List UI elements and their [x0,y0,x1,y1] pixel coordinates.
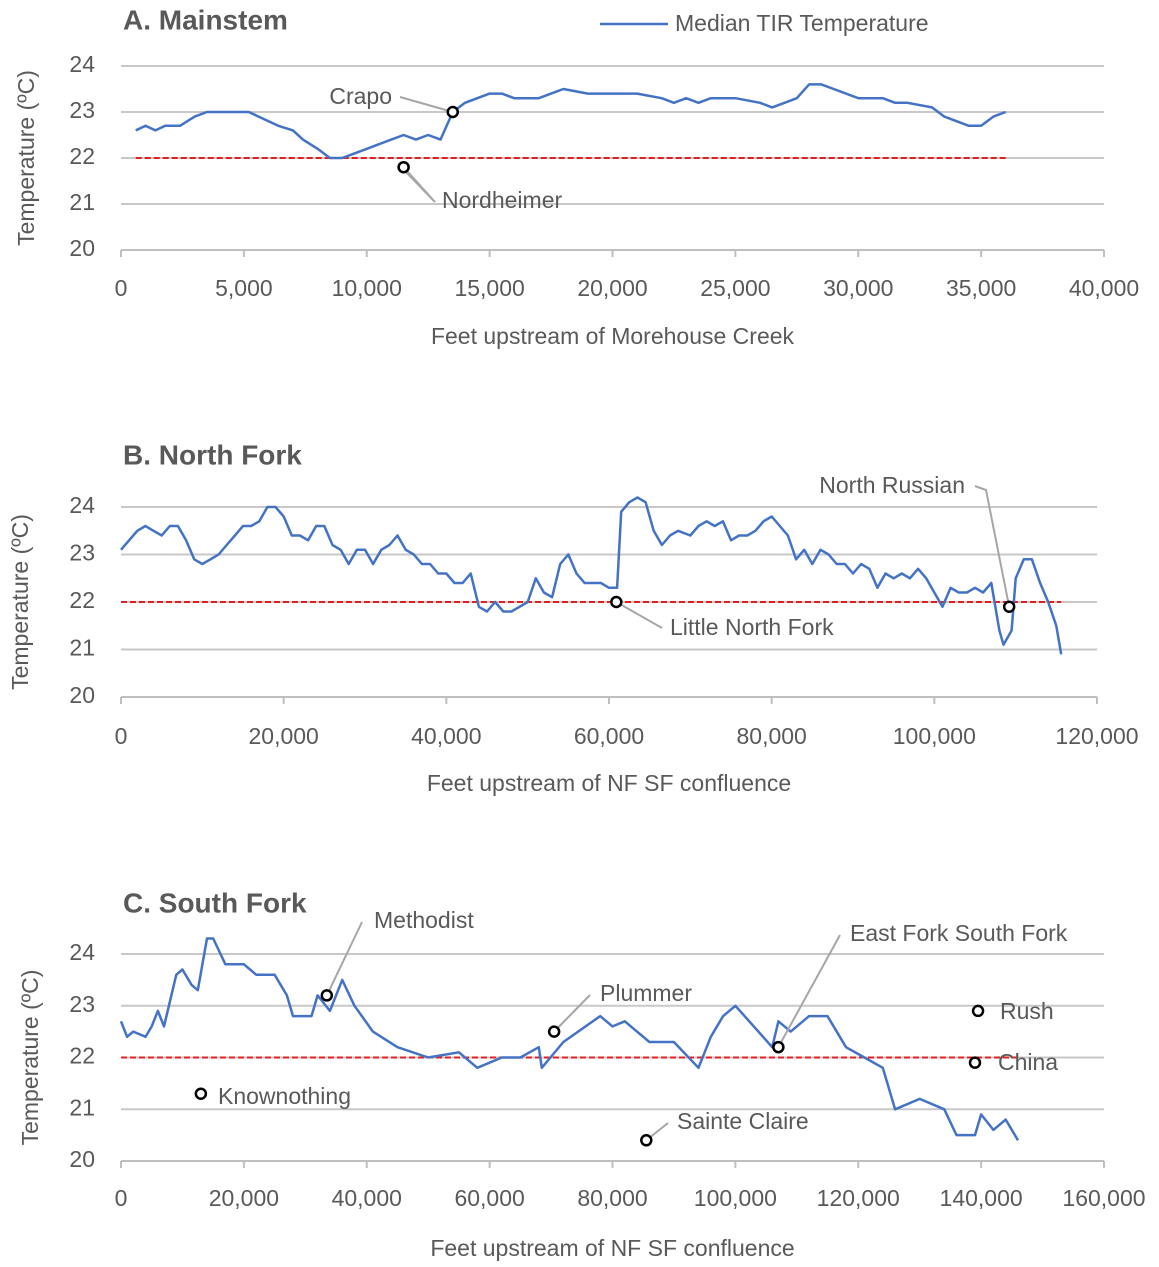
x-tick-label: 0 [115,723,128,749]
x-tick-label: 80,000 [736,723,806,749]
site-point [547,1025,561,1038]
x-tick-label: 160,000 [1062,1185,1145,1211]
site-label: Little North Fork [670,614,834,640]
x-axis-label: Feet upstream of Morehouse Creek [431,323,795,349]
x-tick-label: 0 [115,275,128,301]
site-point [194,1087,208,1100]
y-tick-label: 20 [69,235,95,261]
site-point [610,595,623,609]
leader-line [974,485,1011,607]
leader-line [399,96,454,113]
x-tick-label: 100,000 [694,1185,777,1211]
leader-line [402,166,436,203]
site-label: Crapo [329,83,392,109]
y-tick-label: 23 [69,991,95,1017]
x-tick-label: 35,000 [946,275,1016,301]
site-label: Methodist [374,907,474,933]
site-point [772,1040,785,1054]
x-tick-label: 40,000 [411,723,481,749]
x-tick-label: 25,000 [700,275,770,301]
y-tick-label: 21 [69,189,95,215]
x-tick-label: 20,000 [209,1185,279,1211]
temperature-line [119,937,1020,1141]
x-tick-label: 100,000 [893,723,976,749]
y-axis-label: Temperature (ºC) [13,70,39,246]
temperature-line [135,83,1007,160]
site-label: Knownothing [218,1083,351,1109]
leader-line [615,601,663,629]
y-tick-label: 22 [69,1043,95,1069]
site-point [446,105,460,119]
y-tick-label: 23 [69,97,95,123]
temperature-line [120,496,1063,655]
site-point [968,1056,982,1069]
site-label: Sainte Claire [677,1108,809,1134]
site-label: Rush [1000,998,1054,1024]
site-point [1002,600,1016,613]
site-point [640,1134,653,1147]
x-tick-label: 140,000 [940,1185,1023,1211]
x-tick-label: 20,000 [248,723,318,749]
x-tick-label: 80,000 [577,1185,647,1211]
site-label: China [998,1049,1058,1075]
x-tick-label: 60,000 [574,723,644,749]
chart: A. Mainstem 20 21 22 23 24 0 5,000 10,000 15,000 2… [13,4,1139,349]
y-tick-label: 22 [69,587,95,613]
site-label: East Fork South Fork [850,920,1068,946]
y-tick-label: 20 [69,1146,95,1172]
y-tick-label: 21 [69,635,95,661]
x-tick-label: 40,000 [332,1185,402,1211]
y-tick-label: 24 [69,492,95,518]
x-tick-label: 40,000 [1069,275,1139,301]
chart: B. North Fork 20 21 22 23 24 0 20,000 40,000 60,0… [7,439,1138,796]
site-label: Plummer [600,980,692,1006]
legend-label: Median TIR Temperature [675,10,929,36]
x-tick-label: 5,000 [215,275,273,301]
y-tick-label: 20 [69,682,95,708]
x-tick-label: 10,000 [332,275,402,301]
x-axis-label: Feet upstream of NF SF confluence [430,1235,794,1261]
y-axis-label: Temperature (ºC) [7,514,33,690]
y-tick-label: 22 [69,143,95,169]
chart-title: A. Mainstem [123,4,288,35]
site-point [397,160,410,174]
x-tick-label: 60,000 [454,1185,524,1211]
site-label: Nordheimer [442,187,562,213]
y-tick-label: 23 [69,540,95,566]
chart-title: B. North Fork [123,439,302,470]
x-tick-label: 20,000 [577,275,647,301]
y-tick-label: 24 [69,939,95,965]
site-point [971,1004,985,1018]
site-label: North Russian [819,472,965,498]
leader-line [777,934,841,1048]
leader-line [553,994,591,1033]
x-tick-label: 120,000 [1055,723,1138,749]
chart-title: C. South Fork [123,887,307,918]
y-axis-label: Temperature (ºC) [17,970,43,1146]
x-tick-label: 30,000 [823,275,893,301]
y-tick-label: 21 [69,1094,95,1120]
x-tick-label: 0 [115,1185,128,1211]
x-axis-label: Feet upstream of NF SF confluence [427,770,791,796]
chart: C. South Fork 20 21 22 23 24 0 20,000 40,000 60,0… [17,887,1145,1261]
site-point [320,989,334,1002]
x-tick-label: 120,000 [817,1185,900,1211]
leader-line [325,921,363,996]
x-tick-label: 15,000 [454,275,524,301]
y-tick-label: 24 [69,51,95,77]
